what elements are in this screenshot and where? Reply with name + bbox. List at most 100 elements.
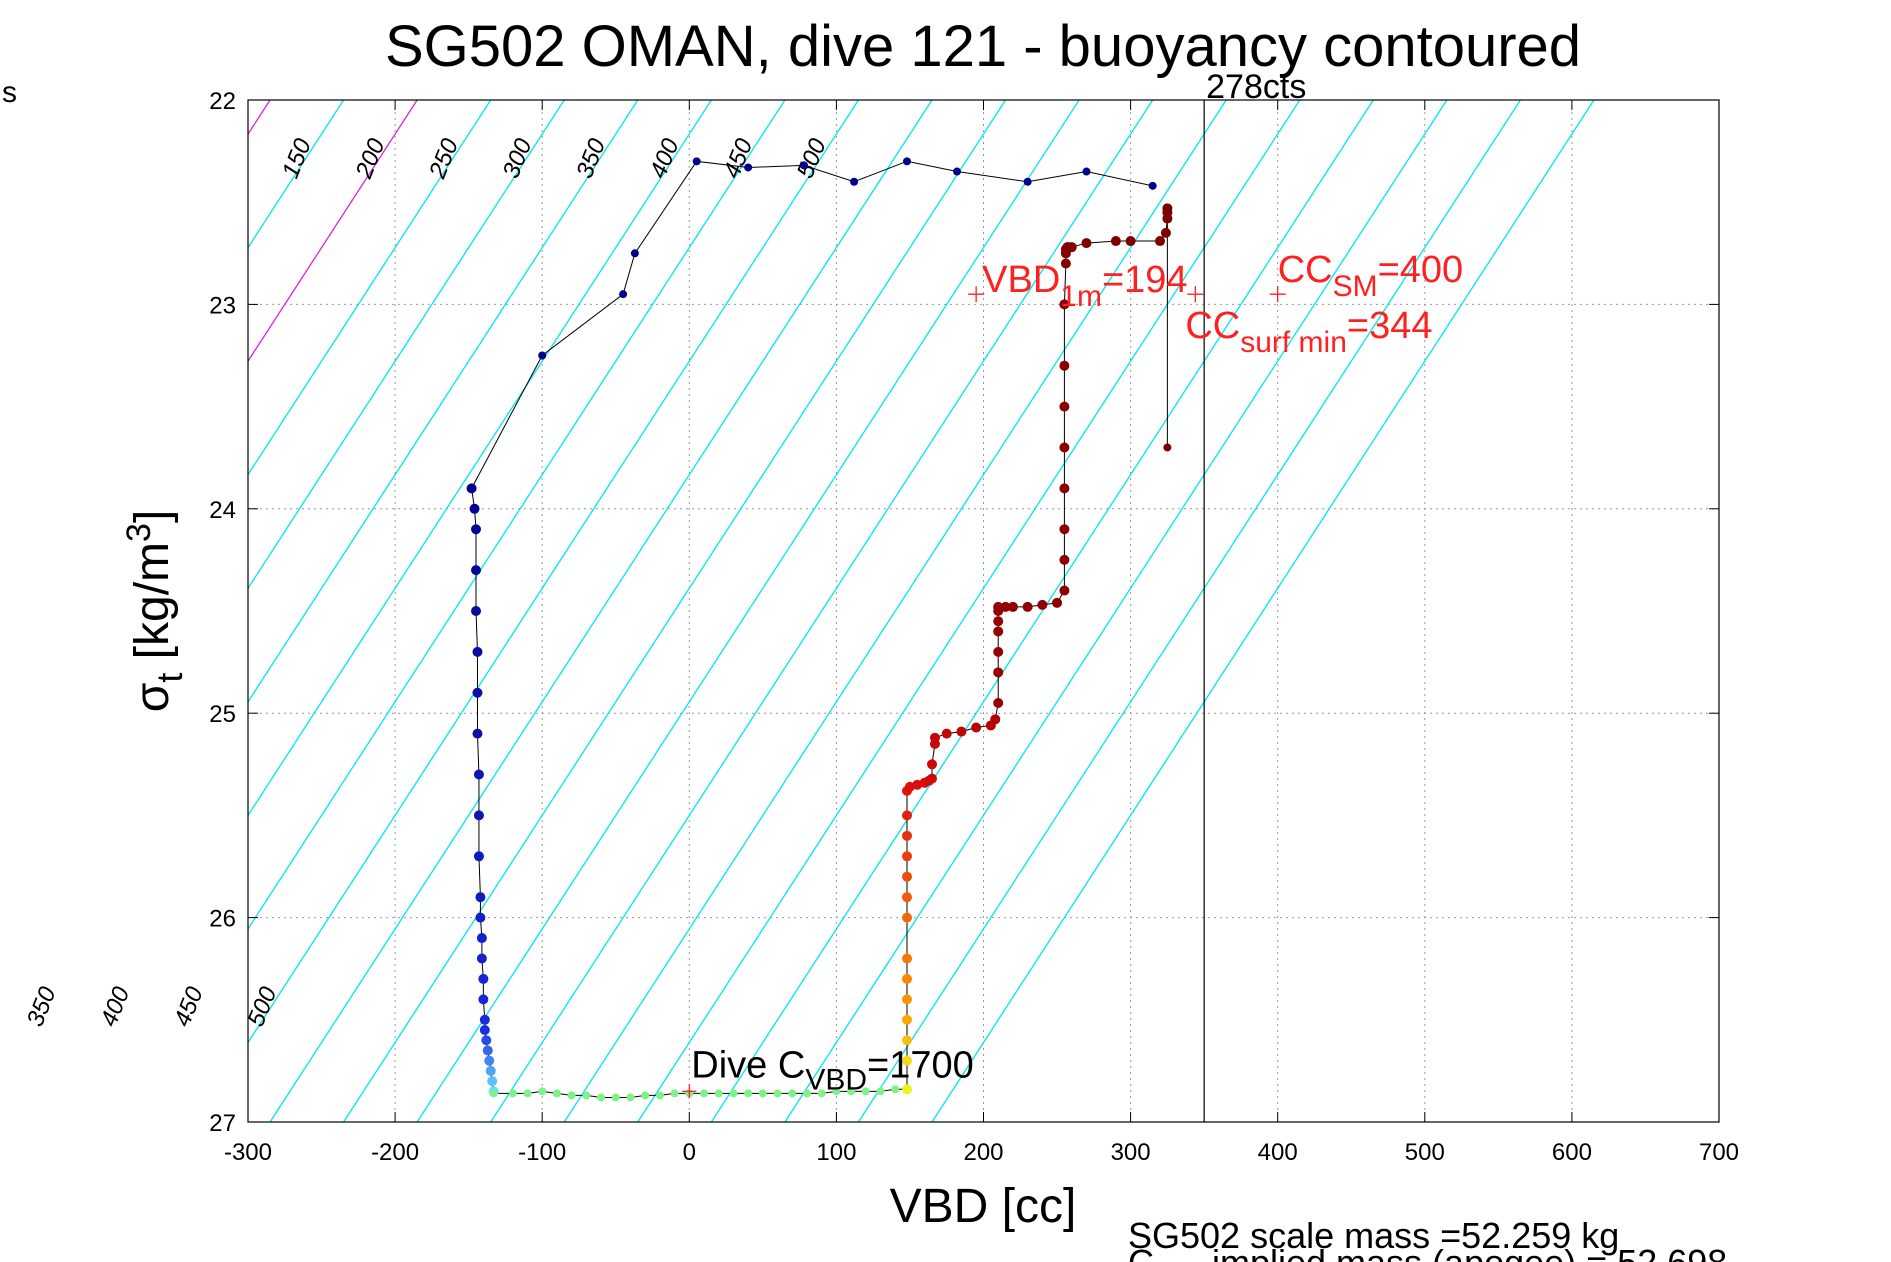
marker-label-sub: surf min — [1240, 326, 1347, 359]
descent-point — [475, 912, 486, 923]
marker-label-main: VBD — [982, 259, 1060, 301]
x-tick-label: 200 — [963, 1139, 1003, 1166]
descent-point — [469, 503, 480, 514]
x-tick-label: 400 — [1258, 1139, 1298, 1166]
ascent-tail-point — [1163, 443, 1172, 452]
footer-implied-c: C — [1128, 1242, 1154, 1262]
ascent-point — [971, 722, 982, 733]
ascent-point — [993, 646, 1004, 657]
contour-line — [248, 100, 418, 363]
contour-line — [710, 100, 1374, 1122]
contour-line — [0, 100, 123, 1122]
bottom-point — [788, 1089, 797, 1098]
contour-line — [490, 100, 1154, 1122]
surface-point — [1023, 177, 1032, 186]
descent-point — [479, 1025, 490, 1036]
descent-point — [481, 1035, 492, 1046]
marker-label-value: =344 — [1347, 305, 1433, 347]
marker-label-value: =194 — [1102, 259, 1188, 301]
bottom-point — [597, 1093, 606, 1102]
buoyancy-contours — [0, 100, 1595, 1122]
bottom-point — [670, 1089, 679, 1098]
ascent-point — [902, 953, 913, 964]
contour-line — [248, 100, 860, 1044]
x-tick-label: 600 — [1552, 1139, 1592, 1166]
x-axis-label: VBD [cc] — [890, 1180, 1077, 1233]
x-tick-label: 700 — [1699, 1139, 1739, 1166]
ascent-point — [993, 697, 1004, 708]
bottom-point — [758, 1089, 767, 1098]
bottom-point — [611, 1093, 620, 1102]
contour-label: 500 — [792, 134, 832, 182]
surface-point — [630, 249, 639, 258]
contour-line — [343, 100, 1007, 1122]
surface-point — [619, 290, 628, 299]
ascent-point — [902, 1084, 913, 1095]
left-label: s — [2, 76, 17, 109]
descent-point — [482, 1045, 493, 1056]
surface-point — [1148, 181, 1157, 190]
descent-point — [487, 1076, 498, 1087]
ascent-point — [1110, 236, 1121, 247]
ascent-point — [956, 726, 967, 737]
ascent-point — [1160, 227, 1171, 238]
contour-line — [269, 100, 933, 1122]
y-axis-label-end: ] — [126, 510, 179, 523]
bottom-point — [523, 1089, 532, 1098]
y-tick-label: 22 — [209, 88, 236, 115]
contour-label: 350 — [22, 983, 62, 1031]
dive-cvbd-sub: VBD — [805, 1063, 867, 1096]
ascent-point — [1162, 203, 1173, 214]
x-tick-label: 500 — [1405, 1139, 1445, 1166]
ascent-point — [1081, 238, 1092, 249]
grid — [248, 100, 1719, 1122]
ascent-point — [927, 759, 938, 770]
contour-line — [248, 100, 565, 590]
surface-point — [800, 161, 809, 170]
bottom-point — [626, 1093, 635, 1102]
descent-point — [476, 933, 487, 944]
surface-point — [692, 157, 701, 166]
bottom-point — [655, 1091, 664, 1100]
bottom-point — [744, 1089, 753, 1098]
bottom-point — [714, 1089, 723, 1098]
contour-label: 350 — [571, 134, 611, 182]
marker-label-main: CC — [1278, 249, 1333, 291]
x-tick-label: 0 — [683, 1139, 696, 1166]
descent-point — [472, 687, 483, 698]
bottom-point — [700, 1089, 709, 1098]
ascent-point — [993, 667, 1004, 678]
surface-point — [467, 484, 476, 493]
y-tick-label: 24 — [209, 497, 236, 524]
y-tick-label: 25 — [209, 701, 236, 728]
surface-point — [953, 167, 962, 176]
y-axis-label-rest: [kg/m — [126, 542, 179, 673]
ascent-point — [941, 728, 952, 739]
y-axis-label-main: σ — [126, 683, 179, 713]
contour-line — [857, 100, 1521, 1122]
dive-cvbd-value: =1700 — [867, 1044, 974, 1086]
x-tick-label: 300 — [1111, 1139, 1151, 1166]
ascent-point — [1066, 242, 1077, 253]
ascent-point — [993, 601, 1004, 612]
descent-point — [484, 1055, 495, 1066]
contour-line — [931, 100, 1595, 1122]
ascent-point — [1060, 258, 1071, 269]
surface-point — [538, 351, 547, 360]
contour-label: 300 — [498, 134, 538, 182]
ascent-point — [1059, 585, 1070, 596]
ascent-point — [990, 714, 1001, 725]
ascent-point — [1155, 236, 1166, 247]
contour-line — [416, 100, 1080, 1122]
marker-label-sub: SM — [1333, 270, 1378, 303]
y-axis-label: σt [kg/m3] — [120, 510, 190, 713]
ascent-point — [1059, 360, 1070, 371]
descent-point — [476, 953, 487, 964]
marker-label-main: CC — [1185, 305, 1240, 347]
ascent-point — [1059, 401, 1070, 412]
bottom-point — [552, 1089, 561, 1098]
ascent-point — [1007, 601, 1018, 612]
bottom-point — [729, 1089, 738, 1098]
surface-point — [903, 157, 912, 166]
descent-point — [473, 851, 484, 862]
